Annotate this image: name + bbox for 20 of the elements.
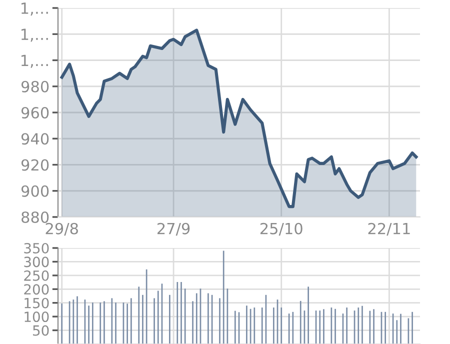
y-tick-label: 980 xyxy=(21,80,49,92)
y-tick-label: 1,… xyxy=(21,28,48,42)
y-tick-label: 1,… xyxy=(21,54,48,68)
y-tick-label: 250 xyxy=(24,270,49,281)
y-tick-label: 960 xyxy=(21,106,49,119)
y-tick-label: 50 xyxy=(33,325,49,336)
y-tick-label: 150 xyxy=(24,298,49,308)
x-tick-label: 29/8 xyxy=(46,222,78,236)
y-tick-label: 920 xyxy=(21,159,49,171)
y-tick-label: 900 xyxy=(21,185,49,197)
x-tick-label: 27/9 xyxy=(157,222,190,236)
y-tick-label: 200 xyxy=(24,284,49,295)
y-tick-label: 940 xyxy=(21,133,49,145)
y-tick-label: 100 xyxy=(24,312,49,322)
x-tick-label: 25/10 xyxy=(260,222,302,236)
y-tick-label: 300 xyxy=(24,256,49,268)
y-tick-label: 350 xyxy=(24,242,49,254)
y-tick-label: 1,… xyxy=(21,2,48,16)
x-tick-label: 22/11 xyxy=(368,222,410,236)
y-tick-label: 880 xyxy=(22,211,49,224)
